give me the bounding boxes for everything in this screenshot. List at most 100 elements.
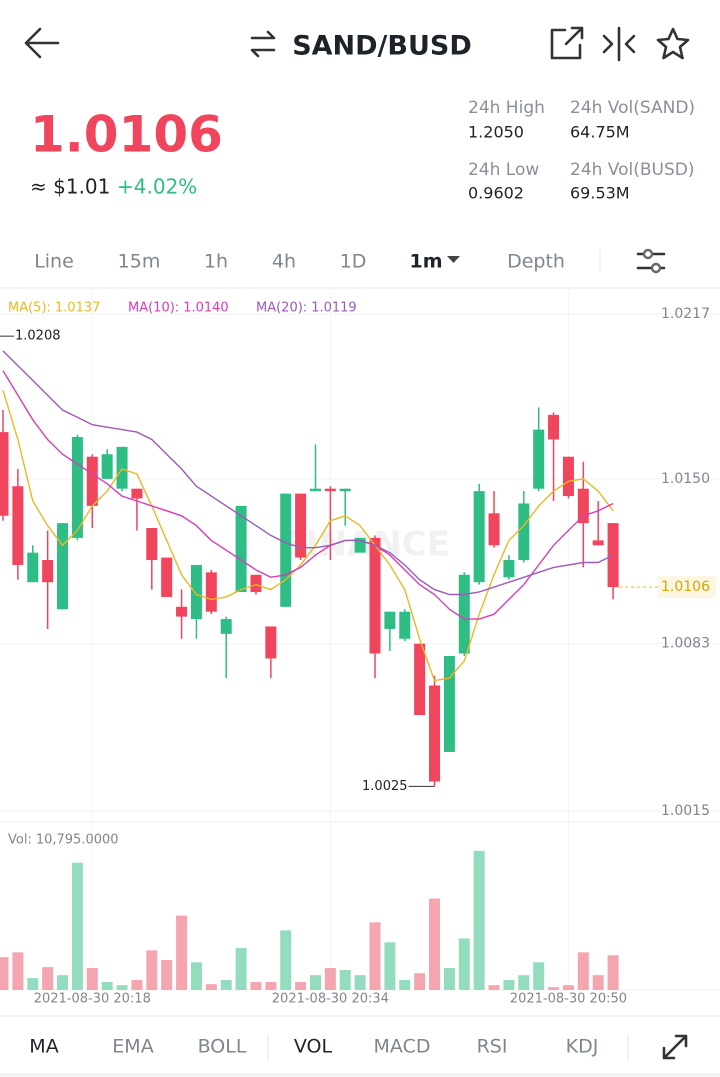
candle-body — [295, 493, 307, 558]
candle-body — [0, 432, 9, 516]
volume-bar — [339, 970, 351, 990]
volume-bar — [548, 987, 560, 990]
candle-body — [12, 486, 24, 565]
share-icon[interactable] — [550, 26, 584, 60]
candle-body — [116, 446, 128, 489]
last-price: 1.0106 — [30, 106, 223, 164]
volume-bar — [71, 862, 83, 990]
candle-body — [458, 574, 470, 654]
volume-bar — [488, 985, 500, 990]
volume-bar — [399, 980, 411, 990]
stat-value: 64.75M — [570, 123, 630, 142]
volume-bar — [86, 968, 98, 990]
x-tick-label: 2021-08-30 20:50 — [510, 992, 627, 1007]
volume-bar — [414, 973, 426, 990]
volume-bar — [146, 950, 158, 990]
volume-bar — [518, 975, 530, 990]
swap-icon[interactable] — [250, 30, 276, 58]
candle-body — [384, 611, 396, 629]
volume-bar — [176, 915, 188, 990]
favorite-icon[interactable] — [656, 27, 690, 60]
volume-bar — [295, 981, 307, 990]
indicator-tab[interactable]: MACD — [374, 1036, 431, 1058]
interval-tab[interactable]: 15m — [118, 251, 161, 273]
candle-body — [176, 606, 188, 617]
candle-body — [42, 560, 54, 583]
legend-value: 1.0137 — [55, 301, 101, 316]
volume-bar — [324, 968, 336, 990]
compare-icon[interactable] — [602, 26, 636, 62]
interval-tab[interactable]: 4h — [272, 251, 296, 273]
volume-bar — [592, 975, 604, 990]
indicator-tab[interactable]: EMA — [112, 1036, 153, 1058]
volume-bar — [161, 960, 173, 990]
candle-body — [250, 574, 262, 593]
usd-price: ≈ $1.01 — [30, 175, 110, 199]
candle-body — [443, 655, 455, 752]
volume-bar — [503, 980, 515, 990]
candle-body — [548, 414, 560, 440]
candle-body — [309, 488, 321, 492]
indicator-tab[interactable]: RSI — [477, 1036, 508, 1058]
volume-bar — [458, 938, 470, 990]
interval-tab[interactable]: Line — [34, 251, 74, 273]
candle-body — [101, 454, 113, 479]
candle-body — [354, 537, 366, 553]
candle-body — [161, 557, 173, 597]
indicator-tab[interactable]: MA — [29, 1036, 58, 1058]
y-tick-label: 1.0083 — [661, 636, 710, 652]
volume-bar — [0, 957, 9, 990]
legend-label: MA(5): — [8, 301, 51, 316]
volume-bar — [533, 962, 545, 990]
legend-label: MA(20): — [256, 301, 307, 316]
candle-body — [399, 611, 411, 639]
indicator-tab[interactable]: BOLL — [198, 1036, 247, 1058]
indicator-tab[interactable]: VOL — [294, 1036, 333, 1058]
candle-body — [429, 685, 441, 782]
volume-bar — [384, 942, 396, 990]
current-price-tag-bg — [658, 576, 716, 599]
candle-body — [324, 488, 336, 492]
candle-body — [577, 488, 589, 524]
interval-tab[interactable]: Depth — [507, 251, 565, 273]
volume-bar — [562, 985, 574, 990]
back-button[interactable] — [24, 27, 60, 59]
interval-tabs: Line 15m 1h 4h 1D 1m Depth — [34, 251, 565, 273]
candle-body — [533, 429, 545, 489]
volume-bar — [280, 930, 292, 990]
candle-body — [131, 488, 143, 499]
volume-bar — [265, 981, 277, 990]
ma-line — [2, 390, 614, 682]
legend-value: 1.0119 — [311, 301, 357, 316]
stat-value: 0.9602 — [468, 184, 524, 203]
stat-value: 69.53M — [570, 184, 630, 203]
settings-icon[interactable] — [636, 248, 666, 274]
interval-tab[interactable]: 1h — [204, 251, 228, 273]
volume-bar — [429, 898, 441, 990]
candle-body — [27, 552, 39, 583]
volume-bar — [607, 955, 619, 990]
candle-body — [57, 523, 69, 610]
legend-value: 1.0140 — [183, 301, 229, 316]
candle-body — [265, 626, 277, 659]
interval-tab[interactable]: 1m — [409, 251, 442, 273]
volume-bar — [250, 981, 262, 990]
volume-bar — [473, 850, 485, 990]
fullscreen-icon[interactable] — [662, 1034, 688, 1060]
volume-bar — [101, 981, 113, 990]
volume-bar — [235, 948, 247, 990]
candle-body — [414, 643, 426, 716]
low-marker-label: 1.0025 — [362, 779, 408, 794]
volume-bar — [369, 922, 381, 990]
volume-bar — [354, 975, 366, 990]
volume-bar — [190, 962, 202, 990]
bottom-bar — [0, 1073, 720, 1077]
candle-body — [473, 491, 485, 583]
volume-bar — [220, 980, 232, 990]
indicator-tab[interactable]: KDJ — [566, 1036, 599, 1058]
pair-title: SAND/BUSD — [292, 31, 472, 62]
interval-tab[interactable]: 1D — [340, 251, 367, 273]
volume-title: Vol: — [8, 833, 32, 848]
candle-body — [220, 619, 232, 634]
